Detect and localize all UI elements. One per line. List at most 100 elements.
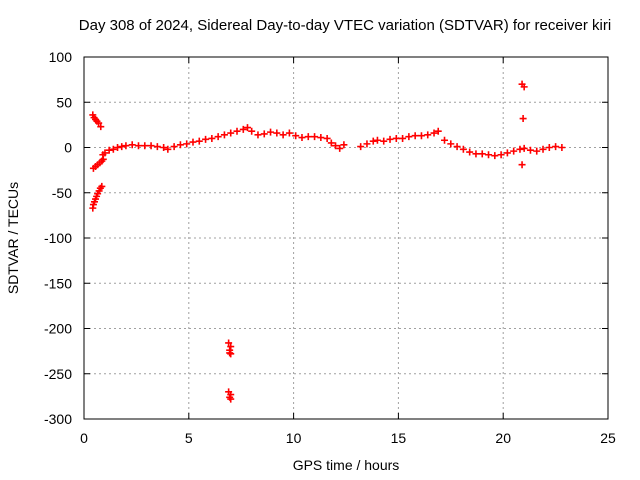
data-point [134,142,142,150]
data-point [380,137,388,145]
data-point [327,139,335,147]
data-point [153,143,161,151]
data-point [214,133,222,141]
data-point [518,161,526,169]
axis-ticks: 0 5 10 15 20 25 -300 -250 -200 -150 -100 -50 0 50 100 [44,49,616,446]
data-point [208,134,216,142]
x-axis-label: GPS time / hours [293,457,400,473]
data-point [183,140,191,148]
data-point [298,134,306,142]
data-point [552,143,560,151]
data-point [453,143,461,151]
y-tick-label: -100 [44,230,72,246]
data-point [441,136,449,144]
data-point [369,137,377,145]
data-point [417,132,425,140]
data-point [176,141,184,149]
data-point [472,150,480,158]
data-point [97,123,105,131]
data-point [520,144,528,152]
data-point [323,134,331,142]
data-point [485,151,493,159]
data-point [273,129,281,137]
y-tick-label: 0 [64,140,72,156]
y-tick-label: -250 [44,366,72,382]
data-point [225,339,233,347]
data-point [292,132,300,140]
data-point [519,115,527,123]
data-point [109,145,117,153]
data-point [392,134,400,142]
data-points [89,80,566,403]
gridlines [84,57,608,419]
y-tick-label: 50 [56,94,72,110]
x-tick-label: 0 [80,430,88,446]
x-tick-label: 10 [286,430,302,446]
data-point [373,136,381,144]
data-point [424,131,432,139]
data-point [195,137,203,145]
data-point [478,150,486,158]
data-point [386,135,394,143]
data-point [170,143,178,151]
data-point [260,130,268,138]
data-point [105,146,113,154]
data-point [147,142,155,150]
data-point [239,125,247,133]
data-point [285,129,293,137]
data-point [220,131,228,139]
y-tick-label: -150 [44,275,72,291]
data-point [254,131,262,139]
data-point [363,140,371,148]
data-point [332,142,340,150]
data-point [267,128,275,136]
data-point [311,133,319,141]
y-tick-label: -50 [52,185,72,201]
data-point [533,147,541,155]
data-point [558,144,566,151]
x-tick-label: 20 [495,430,511,446]
data-point [118,143,126,151]
data-point [304,133,312,141]
data-point [95,119,103,127]
x-tick-label: 5 [185,430,193,446]
data-point [128,141,136,149]
data-point [503,149,511,157]
data-point [141,142,149,150]
data-point [520,83,528,91]
data-point [189,138,197,146]
data-point [466,148,474,156]
data-point [248,127,256,135]
data-point [539,145,547,153]
data-point [164,145,172,153]
data-point [233,127,241,135]
data-point [227,129,235,137]
data-point [497,151,505,159]
data-point [227,350,235,358]
data-point [516,145,524,153]
data-point [101,149,109,157]
data-point [357,143,365,151]
data-point [526,146,534,154]
data-point [434,127,442,135]
data-point [430,129,438,137]
data-point [279,131,287,139]
data-point [399,134,407,142]
y-tick-label: -200 [44,321,72,337]
x-tick-label: 15 [391,430,407,446]
data-point [243,124,251,132]
data-point [98,182,106,190]
data-point [336,144,344,152]
data-point [160,144,168,151]
data-point [317,134,325,142]
data-point [545,144,553,151]
data-point [114,144,122,151]
data-point [227,395,235,403]
data-point [227,343,235,351]
x-tick-label: 25 [600,430,616,446]
data-point [226,349,234,357]
data-point [340,141,348,149]
data-point [122,142,130,150]
data-point [459,145,467,153]
